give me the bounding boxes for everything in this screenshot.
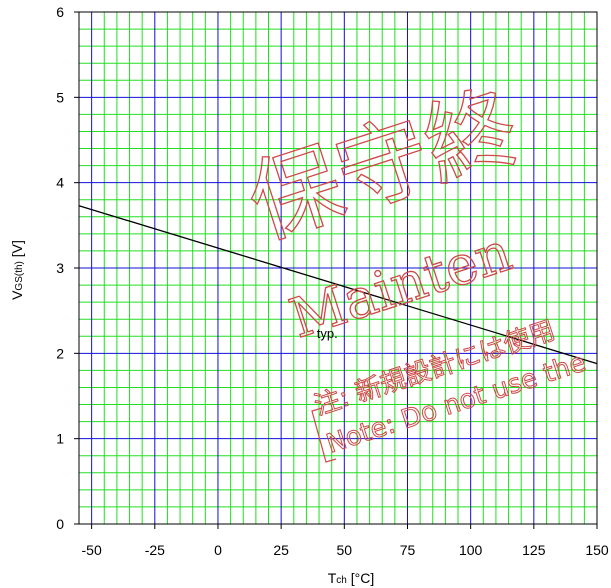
y-tick-labels: 0 1 2 3 4 5 6: [56, 4, 64, 532]
x-tick-label: 75: [400, 542, 416, 558]
x-tick-label: 125: [522, 542, 546, 558]
watermark: 保守終 Mainten 注: 新規設計には使用 Note: Do not use…: [235, 71, 590, 463]
tick-marks: [74, 11, 598, 529]
y-axis-label: VGS(th) [V]: [9, 240, 25, 300]
x-tick-label: 0: [214, 542, 222, 558]
x-tick-label: 150: [585, 542, 609, 558]
x-tick-label: 100: [459, 542, 483, 558]
x-tick-labels: -50 -25 0 25 50 75 100 125 150: [82, 542, 609, 558]
y-tick-label: 2: [56, 345, 64, 361]
y-tick-label: 3: [56, 260, 64, 276]
x-tick-label: 50: [337, 542, 353, 558]
series-line-typ: [78, 205, 598, 365]
y-tick-label: 0: [56, 516, 64, 532]
y-tick-label: 1: [56, 431, 64, 447]
annotation-typ: typ.: [317, 326, 338, 341]
y-tick-label: 4: [56, 175, 64, 191]
x-tick-label: -25: [145, 542, 165, 558]
y-tick-label: 5: [56, 89, 64, 105]
x-tick-label: 25: [273, 542, 289, 558]
series-layer: [78, 205, 598, 365]
x-tick-label: -50: [82, 542, 102, 558]
y-tick-label: 6: [56, 4, 64, 20]
watermark-bracket: [311, 407, 337, 463]
x-axis-label: Tch [°C]: [328, 570, 375, 586]
